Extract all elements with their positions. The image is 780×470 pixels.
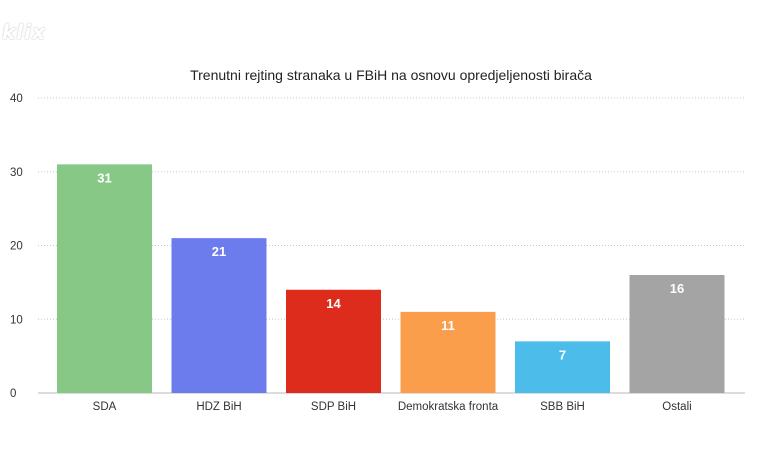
y-tick-label: 20 [10, 241, 23, 253]
data-label: 11 [441, 318, 455, 333]
labels-layer: 31 SDA 21 HDZ BiH 14 SDP BiH 11 Demokratska fro… [93, 170, 692, 413]
data-label: 7 [559, 347, 566, 362]
bar-hdz-bih [171, 238, 267, 393]
x-category-label: Demokratska fronta [398, 401, 499, 413]
bars-layer [57, 164, 725, 393]
y-tick-label: 30 [10, 167, 23, 179]
data-label: 21 [212, 244, 226, 259]
x-category-label: SBB BiH [540, 401, 585, 413]
bar-sda [57, 164, 152, 393]
data-label: 16 [670, 281, 684, 296]
data-label: 31 [97, 170, 111, 185]
y-tick-label: 0 [10, 388, 16, 400]
chart-title: Trenutni rejting stranaka u FBiH na osno… [190, 67, 592, 83]
grid-layer: 0 10 20 30 40 [10, 93, 745, 400]
x-category-label: HDZ BiH [196, 401, 241, 413]
x-category-label: Ostali [662, 401, 691, 413]
y-tick-label: 40 [10, 93, 23, 105]
bar-demokratska-fronta [400, 311, 496, 393]
x-category-label: SDA [93, 401, 117, 413]
bar-sbb-bih [515, 341, 610, 393]
watermark-logo: klix [2, 20, 46, 44]
data-label: 14 [326, 296, 341, 311]
x-category-label: SDP BiH [311, 401, 356, 413]
bar-sdp-bih [286, 289, 381, 393]
bar-ostali [629, 275, 725, 393]
y-tick-label: 10 [10, 314, 23, 326]
